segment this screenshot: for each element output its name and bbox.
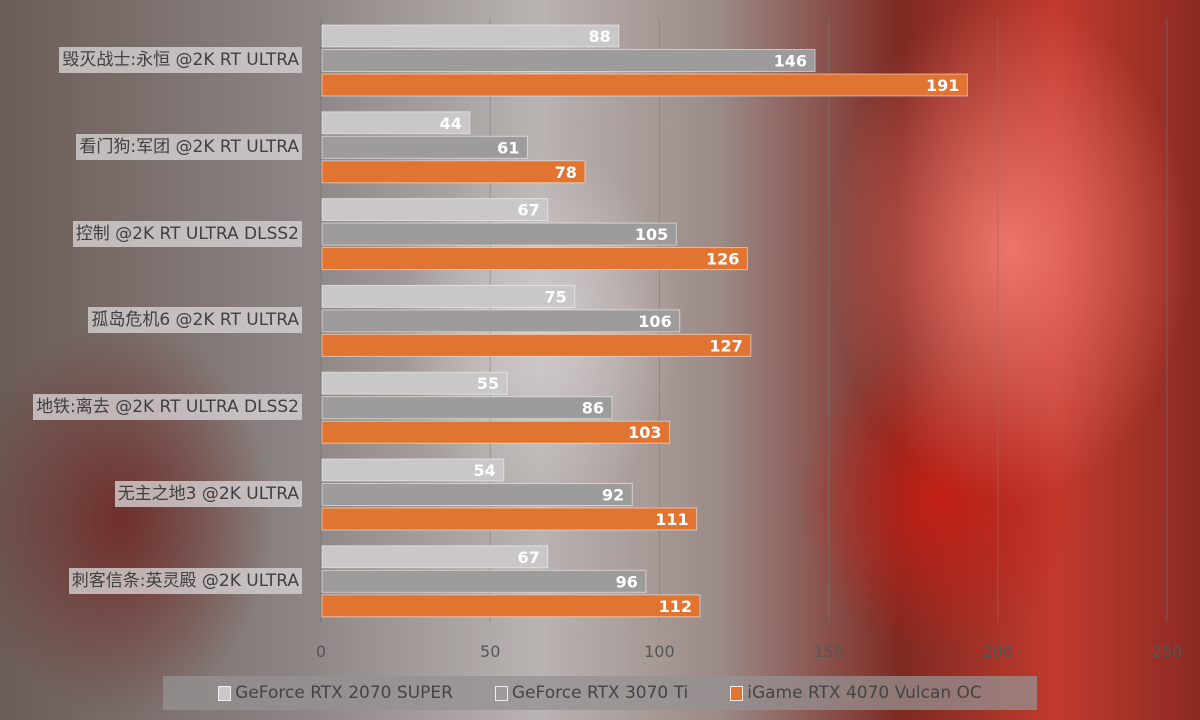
bar <box>321 309 681 333</box>
x-tick-label: 150 <box>813 642 844 661</box>
data-label: 75 <box>545 287 567 306</box>
bar <box>321 284 576 308</box>
legend-label: GeForce RTX 3070 Ti <box>511 683 689 703</box>
data-label: 67 <box>517 548 539 567</box>
bar <box>321 569 647 593</box>
category-label: 控制 @2K RT ULTRA DLSS2 <box>72 220 302 247</box>
legend-label: iGame RTX 4070 Vulcan OC <box>747 683 982 703</box>
x-tick-label: 250 <box>1151 642 1183 661</box>
bar <box>321 396 613 420</box>
data-label: 105 <box>635 225 668 244</box>
x-tick-label: 0 <box>315 642 327 661</box>
data-label: 92 <box>602 486 624 505</box>
legend: GeForce RTX 2070 SUPER GeForce RTX 3070 T… <box>163 676 1037 710</box>
category-label: 刺客信条:英灵殿 @2K ULTRA <box>68 567 302 594</box>
data-label: 146 <box>774 52 807 71</box>
category-label: 孤岛危机6 @2K RT ULTRA <box>88 307 302 334</box>
data-label: 103 <box>628 423 661 442</box>
bar <box>321 198 549 222</box>
category-label: 无主之地3 @2K ULTRA <box>114 481 302 507</box>
legend-item: iGame RTX 4070 Vulcan OC <box>730 683 982 703</box>
bar <box>321 222 677 246</box>
bar <box>321 111 471 135</box>
legend-label: GeForce RTX 2070 SUPER <box>235 683 453 703</box>
bar <box>321 507 698 531</box>
data-label: 112 <box>659 597 692 616</box>
category-label: 毁灭战士:永恒 @2K RT ULTRA <box>59 47 302 73</box>
data-label: 127 <box>709 336 742 355</box>
x-tick-label: 200 <box>982 642 1014 661</box>
data-label: 126 <box>706 250 739 269</box>
category-label: 地铁:离去 @2K RT ULTRA DLSS2 <box>33 394 302 421</box>
bar <box>321 135 528 159</box>
legend-item: GeForce RTX 2070 SUPER <box>218 683 453 703</box>
bar <box>321 371 508 395</box>
category-label: 看门狗:军团 @2K RT ULTRA <box>76 133 302 160</box>
legend-swatch <box>494 685 508 701</box>
x-tick-label: 100 <box>644 642 675 661</box>
legend-swatch <box>730 685 744 701</box>
bar <box>321 333 752 357</box>
legend-item: GeForce RTX 3070 Ti <box>494 683 689 703</box>
data-label: 191 <box>926 76 959 95</box>
data-label: 111 <box>655 510 688 529</box>
data-label: 78 <box>555 163 577 182</box>
data-label: 106 <box>638 312 671 331</box>
bar <box>321 483 633 506</box>
bar <box>321 24 620 48</box>
data-label: 67 <box>517 201 539 220</box>
bar <box>321 160 586 184</box>
bar <box>321 247 748 271</box>
data-label: 88 <box>589 27 611 46</box>
data-label: 86 <box>582 399 604 418</box>
data-label: 96 <box>616 572 638 591</box>
bar <box>321 49 816 72</box>
data-label: 44 <box>440 114 462 133</box>
data-label: 54 <box>473 461 495 480</box>
bar <box>321 545 549 569</box>
legend-swatch <box>218 685 232 701</box>
bar <box>321 594 701 618</box>
bar <box>321 458 505 482</box>
data-label: 61 <box>497 138 519 157</box>
data-label: 55 <box>477 374 499 393</box>
x-tick-label: 50 <box>480 642 501 661</box>
bar <box>321 420 671 444</box>
bar <box>321 73 968 97</box>
